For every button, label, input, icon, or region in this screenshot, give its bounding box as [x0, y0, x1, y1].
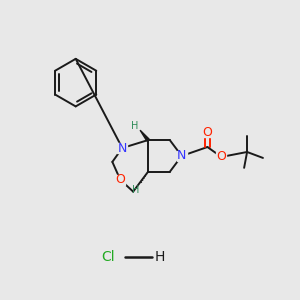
Text: O: O [216, 150, 226, 164]
Text: Cl: Cl [102, 250, 115, 264]
Text: H: H [155, 250, 165, 264]
Bar [177, 151, 187, 161]
Bar [115, 175, 125, 185]
Text: N: N [177, 149, 186, 162]
Polygon shape [140, 130, 149, 141]
Bar [202, 127, 212, 137]
Text: H: H [132, 184, 140, 195]
Text: H: H [131, 121, 139, 131]
Text: O: O [202, 126, 212, 139]
Text: N: N [118, 142, 127, 154]
Text: O: O [115, 173, 125, 186]
Bar [216, 152, 226, 162]
Bar [117, 143, 127, 153]
